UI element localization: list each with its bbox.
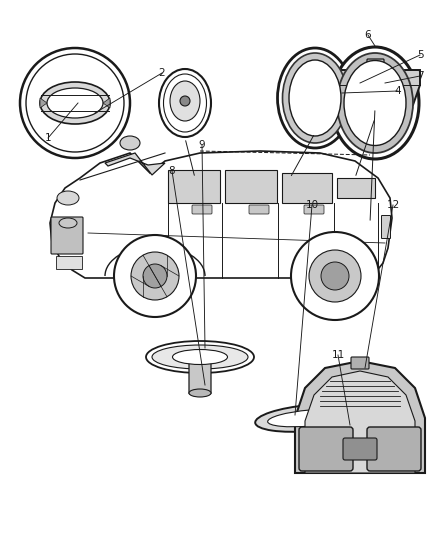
Text: 11: 11 (332, 350, 345, 360)
Circle shape (26, 54, 124, 152)
FancyBboxPatch shape (56, 255, 81, 269)
Ellipse shape (170, 81, 200, 121)
Ellipse shape (120, 136, 140, 150)
Ellipse shape (278, 48, 353, 148)
Text: 5: 5 (417, 50, 423, 60)
Circle shape (20, 48, 130, 158)
Ellipse shape (283, 53, 347, 143)
Ellipse shape (163, 74, 206, 132)
Text: 4: 4 (395, 86, 401, 96)
FancyBboxPatch shape (299, 427, 353, 471)
Ellipse shape (131, 252, 179, 300)
PathPatch shape (295, 361, 425, 473)
FancyBboxPatch shape (282, 173, 332, 203)
Ellipse shape (59, 218, 77, 228)
Text: 1: 1 (45, 133, 51, 143)
Ellipse shape (337, 53, 413, 153)
Ellipse shape (114, 235, 196, 317)
Ellipse shape (47, 88, 103, 118)
Ellipse shape (289, 60, 341, 136)
FancyBboxPatch shape (249, 205, 269, 214)
Ellipse shape (268, 409, 352, 427)
FancyBboxPatch shape (337, 178, 375, 198)
FancyBboxPatch shape (189, 356, 211, 394)
FancyBboxPatch shape (51, 217, 83, 254)
FancyBboxPatch shape (343, 438, 377, 460)
Ellipse shape (309, 250, 361, 302)
Text: 9: 9 (199, 140, 205, 150)
Text: 2: 2 (159, 68, 165, 78)
Ellipse shape (189, 389, 211, 397)
FancyBboxPatch shape (304, 205, 324, 214)
Polygon shape (103, 98, 110, 108)
Circle shape (143, 264, 167, 288)
FancyBboxPatch shape (367, 59, 384, 71)
Ellipse shape (159, 69, 211, 137)
PathPatch shape (305, 371, 415, 473)
Ellipse shape (344, 61, 406, 146)
Ellipse shape (255, 404, 365, 432)
PathPatch shape (330, 70, 420, 118)
Text: 7: 7 (417, 71, 423, 81)
Ellipse shape (146, 341, 254, 373)
Text: 12: 12 (386, 200, 399, 210)
Ellipse shape (173, 350, 227, 365)
FancyBboxPatch shape (225, 170, 277, 203)
FancyBboxPatch shape (367, 427, 421, 471)
Text: 8: 8 (169, 166, 175, 176)
FancyBboxPatch shape (351, 357, 369, 369)
PathPatch shape (50, 151, 392, 278)
Text: 10: 10 (305, 200, 318, 210)
Polygon shape (40, 98, 47, 108)
Ellipse shape (291, 232, 379, 320)
Ellipse shape (152, 345, 248, 369)
FancyBboxPatch shape (168, 170, 220, 203)
Circle shape (321, 262, 349, 290)
Text: 6: 6 (365, 30, 371, 40)
FancyBboxPatch shape (381, 215, 391, 238)
FancyBboxPatch shape (192, 205, 212, 214)
Ellipse shape (40, 82, 110, 124)
Circle shape (180, 96, 190, 106)
Ellipse shape (331, 47, 419, 159)
PathPatch shape (105, 153, 165, 175)
Ellipse shape (57, 191, 79, 205)
